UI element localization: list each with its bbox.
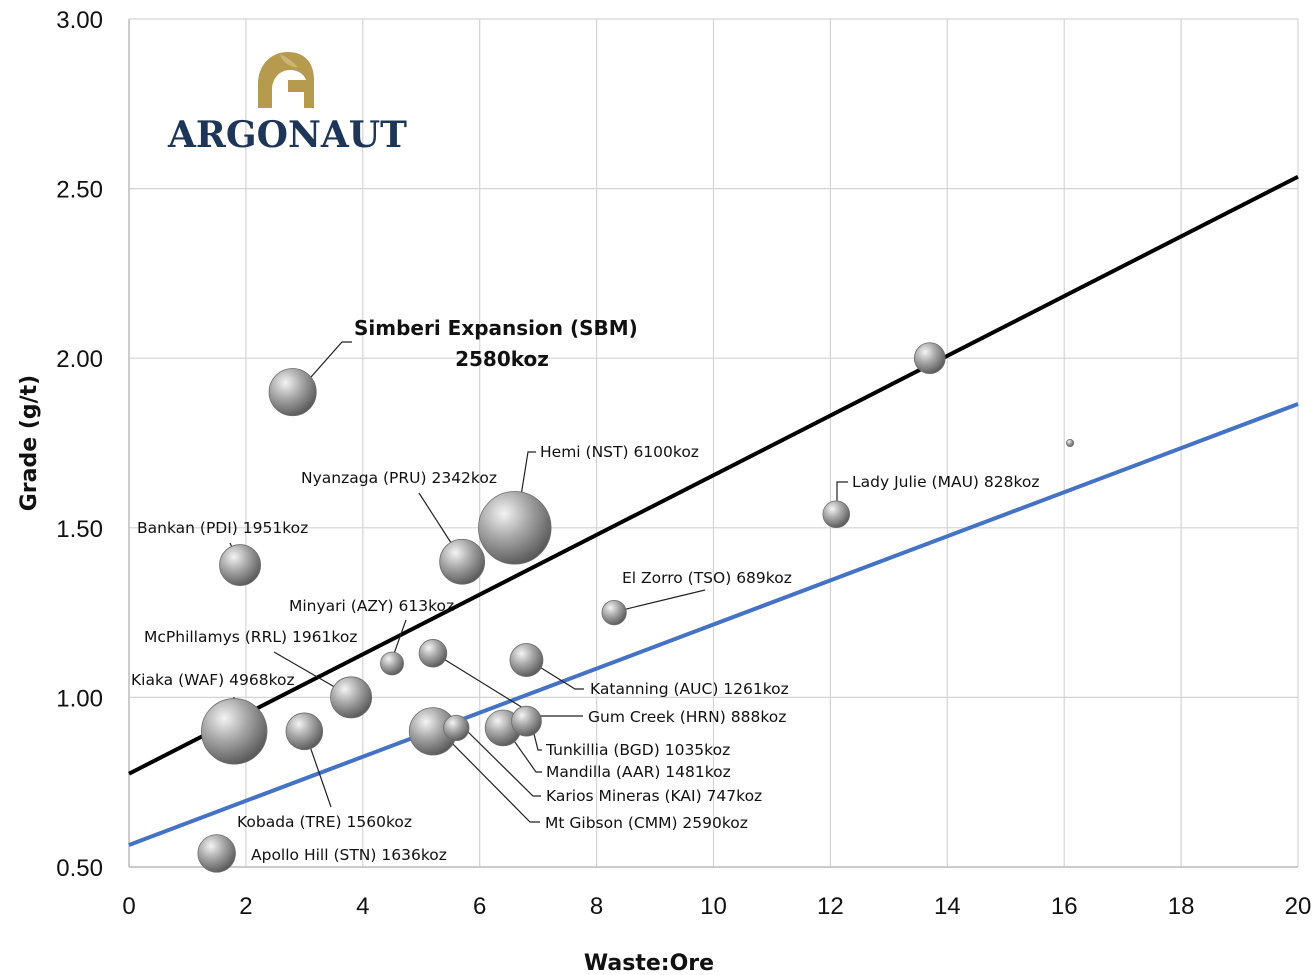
x-axis-title: Waste:Ore	[584, 951, 714, 975]
leader-line	[439, 730, 540, 823]
point-label: Minyari (AZY) 613koz	[289, 597, 454, 615]
x-tick-label: 10	[700, 893, 727, 920]
bubble-point	[478, 491, 552, 565]
bubble-point	[1066, 438, 1075, 448]
bubble-point	[601, 599, 627, 626]
y-tick-label: 0.50	[56, 855, 103, 882]
bubble-point	[822, 500, 851, 529]
plot-area	[128, 19, 1298, 868]
y-tick-label: 2.50	[56, 177, 103, 204]
x-tick-label: 20	[1285, 893, 1312, 920]
point-label-highlight: Simberi Expansion (SBM)	[354, 316, 638, 340]
point-label: Gum Creek (HRN) 888koz	[588, 708, 786, 726]
point-label: Nyanzaga (PRU) 2342koz	[301, 469, 497, 487]
point-label: Kiaka (WAF) 4968koz	[131, 671, 295, 689]
axis-ticks: 0 2 4 6 8 10 12 14 16 18 20 0.50 1.00 1.50 2.00 2.50 3.0…	[56, 7, 1311, 920]
trend-lines	[128, 174, 1299, 847]
bubble-point	[443, 714, 470, 742]
x-tick-label: 2	[239, 893, 252, 920]
leader-line	[529, 660, 584, 690]
y-axis-title: Grade (g/t)	[17, 375, 42, 512]
point-label-highlight-value: 2580koz	[455, 347, 549, 371]
trend-line-black	[128, 174, 1299, 776]
point-label: Kobada (TRE) 1560koz	[237, 813, 412, 831]
y-tick-label: 1.00	[56, 685, 103, 712]
point-label: Mandilla (AAR) 1481koz	[546, 763, 731, 781]
y-tick-label: 3.00	[56, 7, 103, 34]
x-tick-label: 16	[1051, 893, 1078, 920]
x-tick-label: 14	[934, 893, 961, 920]
bubble-point	[285, 712, 324, 751]
bubble-point	[197, 834, 236, 873]
leader-line	[295, 341, 352, 395]
point-labels: Simberi Expansion (SBM) 2580koz Hemi (NST)…	[131, 316, 1040, 864]
bubble-point	[219, 544, 261, 587]
point-label: Katanning (AUC) 1261koz	[590, 680, 789, 698]
trend-line-blue	[128, 402, 1299, 847]
bubble-point	[201, 698, 268, 765]
x-tick-label: 12	[817, 893, 844, 920]
bubble-point	[511, 705, 542, 737]
y-tick-label: 2.00	[56, 346, 103, 373]
point-label: McPhillamys (RRL) 1961koz	[144, 628, 357, 646]
leader-line	[504, 727, 542, 773]
x-tick-label: 8	[590, 893, 603, 920]
point-label: Tunkillia (BGD) 1035koz	[545, 741, 730, 759]
bubble-point	[509, 643, 544, 678]
bubble-point	[418, 639, 448, 668]
bubbles	[197, 342, 1075, 873]
point-label: Bankan (PDI) 1951koz	[137, 519, 308, 537]
point-label: Apollo Hill (STN) 1636koz	[251, 846, 447, 864]
leader-line	[433, 652, 583, 717]
helmet-icon	[258, 52, 314, 108]
point-label: Mt Gibson (CMM) 2590koz	[545, 814, 748, 832]
bubble-point	[380, 651, 404, 676]
logo-text: ARGONAUT	[167, 114, 407, 156]
x-tick-label: 6	[473, 893, 486, 920]
leader-line	[463, 727, 541, 797]
point-label: Lady Julie (MAU) 828koz	[852, 473, 1040, 491]
x-tick-label: 0	[122, 893, 135, 920]
logo: ARGONAUT	[167, 52, 407, 156]
bubble-point	[330, 676, 373, 719]
x-tick-label: 18	[1168, 893, 1195, 920]
point-label: Karios Mineras (KAI) 747koz	[546, 787, 762, 805]
x-tick-label: 4	[356, 893, 369, 920]
bubble-point	[268, 368, 317, 417]
bubble-point	[439, 538, 486, 585]
leader-line	[613, 589, 706, 613]
bubble-point	[913, 342, 946, 375]
y-tick-label: 1.50	[56, 516, 103, 543]
point-label: Hemi (NST) 6100koz	[540, 443, 699, 461]
point-label: El Zorro (TSO) 689koz	[622, 569, 792, 587]
